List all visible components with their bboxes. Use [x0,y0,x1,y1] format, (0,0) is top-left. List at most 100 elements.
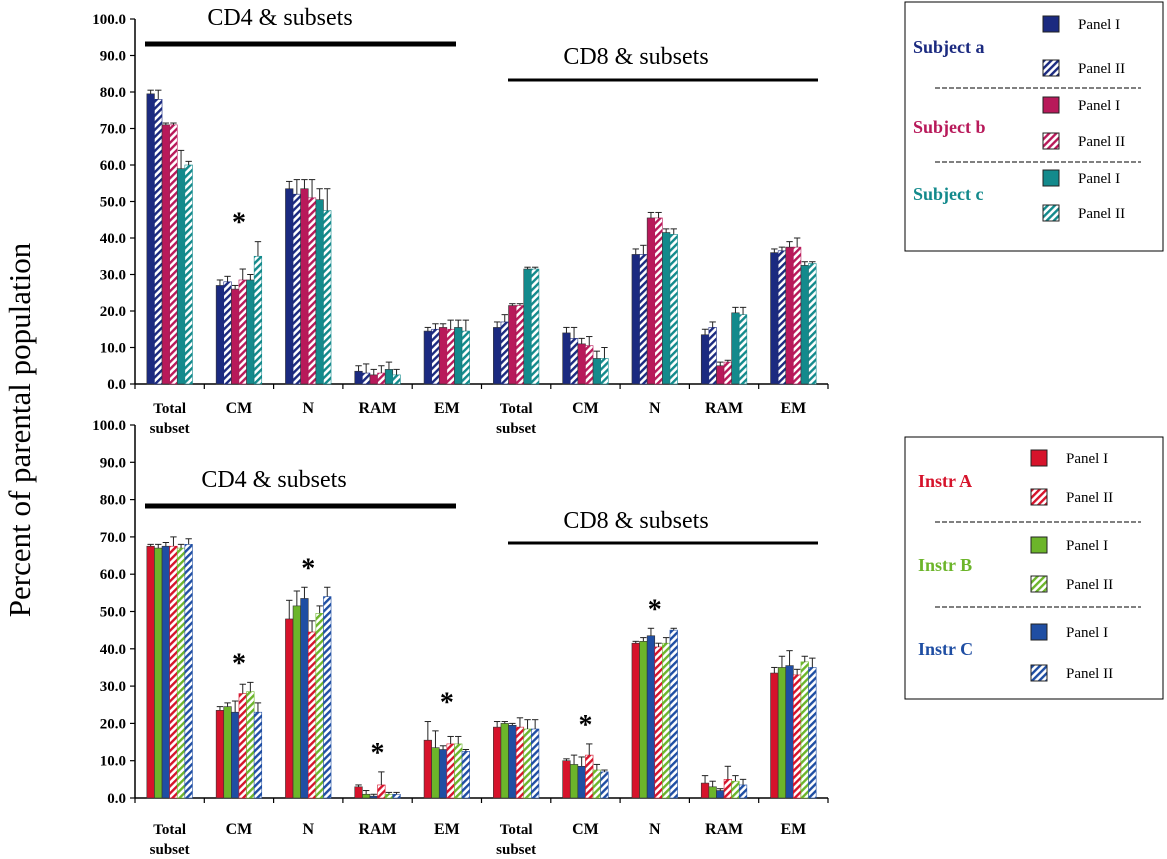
bar [246,691,255,799]
x-tick-label: subset [150,842,190,858]
bar [253,711,263,799]
bar [315,613,324,799]
significance-mark: * [301,553,315,584]
legend-name: Subject a [913,37,985,57]
chart-top: 0.0 10.0 20.0 30.0 40.0 50.0 60.0 70.0 80.0 90.0 1… [92,5,829,437]
bar [515,726,525,799]
bar [300,188,309,385]
y-tick-label: 70.0 [100,122,126,138]
group-label: CD4 & subsets [201,467,346,493]
bar [454,743,463,799]
legend-swatch [1030,664,1048,682]
x-tick-label: EM [780,821,806,838]
bar [669,629,678,799]
bar [362,372,371,385]
bar [292,605,301,799]
bar [362,793,371,799]
bar [184,544,193,799]
chart-bottom: 0.0 10.0 20.0 30.0 40.0 50.0 60.0 70.0 80.0 90.0 1… [92,418,829,858]
bar [223,281,232,385]
legend-name: Instr A [918,471,972,491]
bar [500,723,509,799]
bar [592,769,601,799]
bar [508,724,517,799]
bar [323,210,332,385]
legend-item-label: Panel II [1078,206,1125,222]
bar [438,327,448,385]
bar [146,545,155,799]
y-tick-label: 20.0 [100,304,126,320]
x-tick-label: Total [153,822,186,838]
bar [184,164,193,385]
x-tick-label: EM [434,400,460,417]
y-tick-label: 0.0 [107,377,126,393]
bar [323,596,332,799]
bar [585,754,594,799]
bar [315,199,324,385]
bar [770,672,779,799]
x-tick-label: CM [572,821,599,838]
bar [777,667,787,799]
y-tick-label: 30.0 [100,679,126,695]
legend-item-label: Panel I [1066,625,1108,641]
bar [446,743,455,799]
bar [253,255,263,385]
bar [562,760,571,799]
significance-mark: * [371,738,385,769]
y-tick-label: 40.0 [100,231,126,247]
bar [384,369,394,385]
bar [461,330,470,385]
bar [639,641,648,799]
legend-item-label: Panel II [1066,666,1113,682]
bar [431,328,440,385]
bar [500,321,509,385]
bar [238,693,247,799]
bar [384,793,394,799]
bar [531,728,540,799]
bar [392,793,401,799]
bar [176,547,186,799]
bar [215,710,225,799]
bar [569,338,579,385]
x-tick-label: Total [500,822,533,838]
bar [738,784,748,799]
x-tick-label: N [302,821,314,838]
y-tick-label: 0.0 [107,791,126,807]
x-tick-label: RAM [705,821,743,838]
bar [646,217,656,385]
y-tick-label: 80.0 [100,85,126,101]
bar [600,358,609,385]
legend-item-label: Panel II [1066,490,1113,506]
bar [808,263,817,385]
bar [423,330,432,385]
x-tick-label: N [649,400,661,417]
bar [793,674,802,799]
bar [785,246,794,385]
x-tick-label: EM [780,400,806,417]
legend-item-label: Panel I [1078,17,1120,33]
bar [600,771,609,799]
bar [793,246,802,385]
bar [515,305,525,385]
legend-swatch [1042,96,1060,114]
y-tick-label: 90.0 [100,455,126,471]
bar [369,374,378,385]
bar [246,279,255,385]
bar [354,370,363,385]
bar [446,328,455,385]
bar [169,124,178,385]
bar [307,197,317,385]
legend-item-label: Panel I [1066,451,1108,467]
y-tick-label: 40.0 [100,642,126,658]
bar [639,254,648,385]
bar [631,254,640,385]
bar [231,288,240,385]
bar [700,334,710,385]
bar [577,765,586,799]
bar [493,327,502,385]
bar [785,665,794,799]
bar [731,780,740,799]
bar [800,661,809,799]
y-tick-label: 50.0 [100,195,126,211]
legend-name: Subject c [913,184,984,204]
